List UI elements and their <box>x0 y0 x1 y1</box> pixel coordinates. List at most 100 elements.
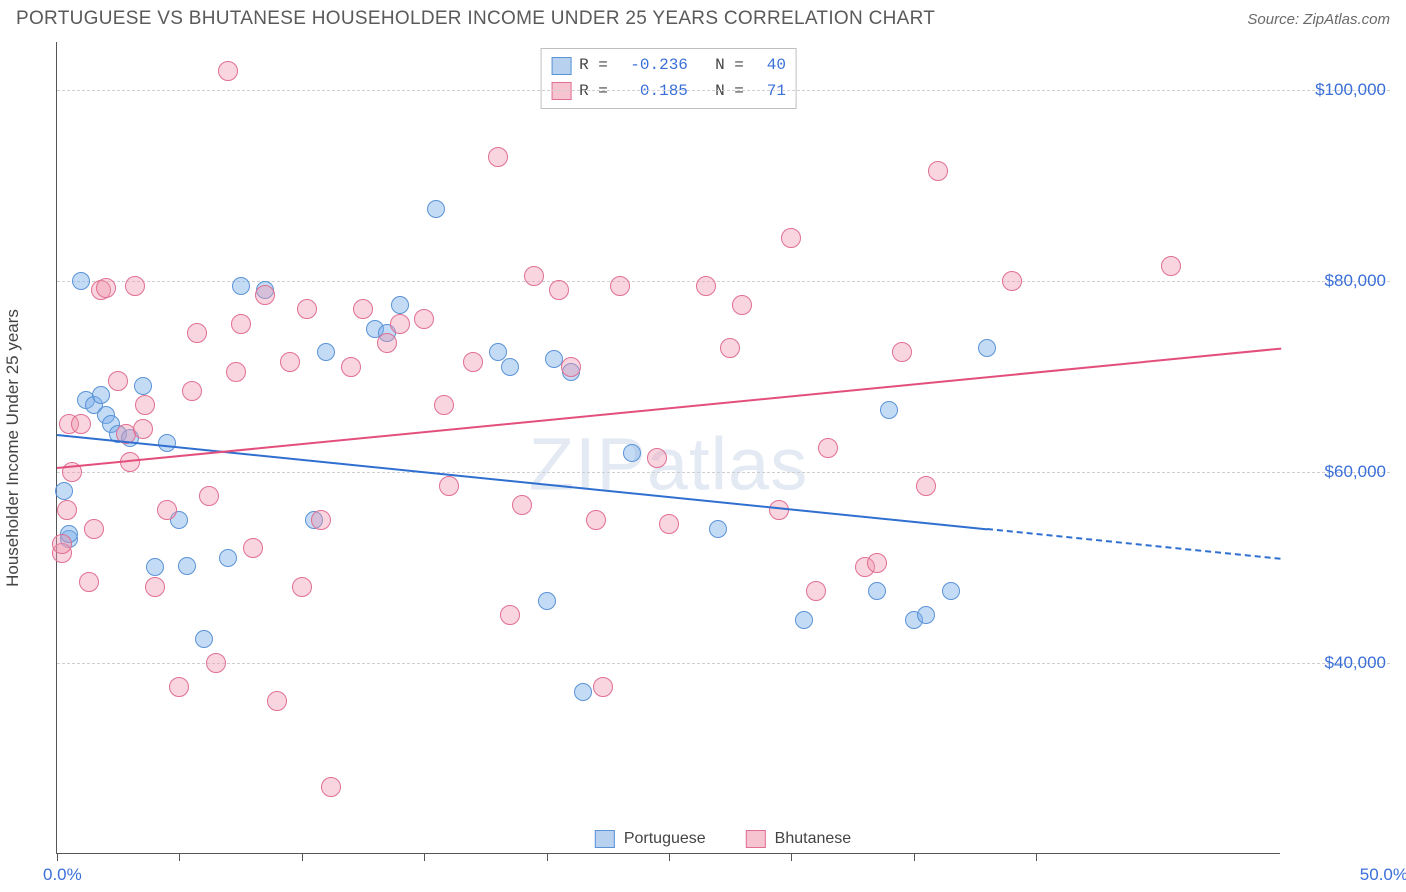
data-point <box>463 352 483 372</box>
data-point <box>226 362 246 382</box>
legend-label: Bhutanese <box>775 830 852 848</box>
legend-row: R = -0.236 N = 40 <box>551 53 786 79</box>
data-point <box>561 357 581 377</box>
data-point <box>146 558 164 576</box>
data-point <box>321 777 341 797</box>
data-point <box>720 338 740 358</box>
data-point <box>92 386 110 404</box>
x-tick <box>669 853 670 861</box>
data-point <box>501 358 519 376</box>
legend-swatch <box>551 57 571 75</box>
x-tick <box>914 853 915 861</box>
data-point <box>414 309 434 329</box>
data-point <box>317 343 335 361</box>
data-point <box>659 514 679 534</box>
legend-item: Bhutanese <box>746 830 852 848</box>
legend-n-value: 40 <box>752 53 786 79</box>
data-point <box>145 577 165 597</box>
data-point <box>709 520 727 538</box>
data-point <box>610 276 630 296</box>
data-point <box>391 296 409 314</box>
data-point <box>586 510 606 530</box>
data-point <box>267 691 287 711</box>
data-point <box>79 572 99 592</box>
gridline <box>57 281 1390 282</box>
data-point <box>549 280 569 300</box>
legend-r-value: -0.236 <box>616 53 688 79</box>
source-credit: Source: ZipAtlas.com <box>1247 11 1390 28</box>
legend-item: Portuguese <box>595 830 706 848</box>
data-point <box>978 339 996 357</box>
y-tick-label: $100,000 <box>1286 80 1386 100</box>
data-point <box>795 611 813 629</box>
data-point <box>623 444 641 462</box>
legend-r-value: 0.185 <box>616 79 688 105</box>
source-prefix: Source: <box>1247 11 1303 28</box>
data-point <box>108 371 128 391</box>
x-tick <box>57 853 58 861</box>
x-axis-min-label: 0.0% <box>43 865 82 885</box>
data-point <box>1161 256 1181 276</box>
y-tick-label: $40,000 <box>1286 653 1386 673</box>
data-point <box>1002 271 1022 291</box>
data-point <box>232 277 250 295</box>
data-point <box>255 285 275 305</box>
data-point <box>206 653 226 673</box>
gridline <box>57 663 1390 664</box>
data-point <box>55 482 73 500</box>
data-point <box>199 486 219 506</box>
data-point <box>574 683 592 701</box>
data-point <box>390 314 410 334</box>
x-axis-max-label: 50.0% <box>1360 865 1406 885</box>
legend-row: R =0.185 N =71 <box>551 79 786 105</box>
x-tick <box>1036 853 1037 861</box>
trend-line <box>987 528 1281 560</box>
data-point <box>169 677 189 697</box>
legend-swatch <box>746 830 766 848</box>
data-point <box>892 342 912 362</box>
data-point <box>311 510 331 530</box>
data-point <box>84 519 104 539</box>
data-point <box>500 605 520 625</box>
data-point <box>867 553 887 573</box>
x-tick <box>179 853 180 861</box>
data-point <box>377 333 397 353</box>
legend-n-label: N = <box>696 53 744 79</box>
y-tick-label: $60,000 <box>1286 462 1386 482</box>
x-tick <box>791 853 792 861</box>
data-point <box>243 538 263 558</box>
data-point <box>182 381 202 401</box>
data-point <box>916 476 936 496</box>
legend-swatch <box>551 82 571 100</box>
data-point <box>928 161 948 181</box>
data-point <box>696 276 716 296</box>
data-point <box>434 395 454 415</box>
data-point <box>231 314 251 334</box>
data-point <box>187 323 207 343</box>
data-point <box>297 299 317 319</box>
correlation-chart: ZIPatlas Householder Income Under 25 yea… <box>56 42 1390 854</box>
legend-n-value: 71 <box>752 79 786 105</box>
legend-r-label: R = <box>579 79 608 105</box>
legend-r-label: R = <box>579 53 608 79</box>
data-point <box>647 448 667 468</box>
plot-area: ZIPatlas Householder Income Under 25 yea… <box>56 42 1280 854</box>
data-point <box>818 438 838 458</box>
x-tick <box>424 853 425 861</box>
y-axis-title: Householder Income Under 25 years <box>3 309 23 587</box>
data-point <box>219 549 237 567</box>
data-point <box>488 147 508 167</box>
gridline <box>57 472 1390 473</box>
data-point <box>52 534 72 554</box>
data-point <box>439 476 459 496</box>
data-point <box>292 577 312 597</box>
data-point <box>158 434 176 452</box>
trend-line <box>57 434 987 530</box>
data-point <box>593 677 613 697</box>
data-point <box>781 228 801 248</box>
data-point <box>71 414 91 434</box>
page-title: PORTUGUESE VS BHUTANESE HOUSEHOLDER INCO… <box>16 8 935 30</box>
data-point <box>125 276 145 296</box>
data-point <box>524 266 544 286</box>
data-point <box>732 295 752 315</box>
